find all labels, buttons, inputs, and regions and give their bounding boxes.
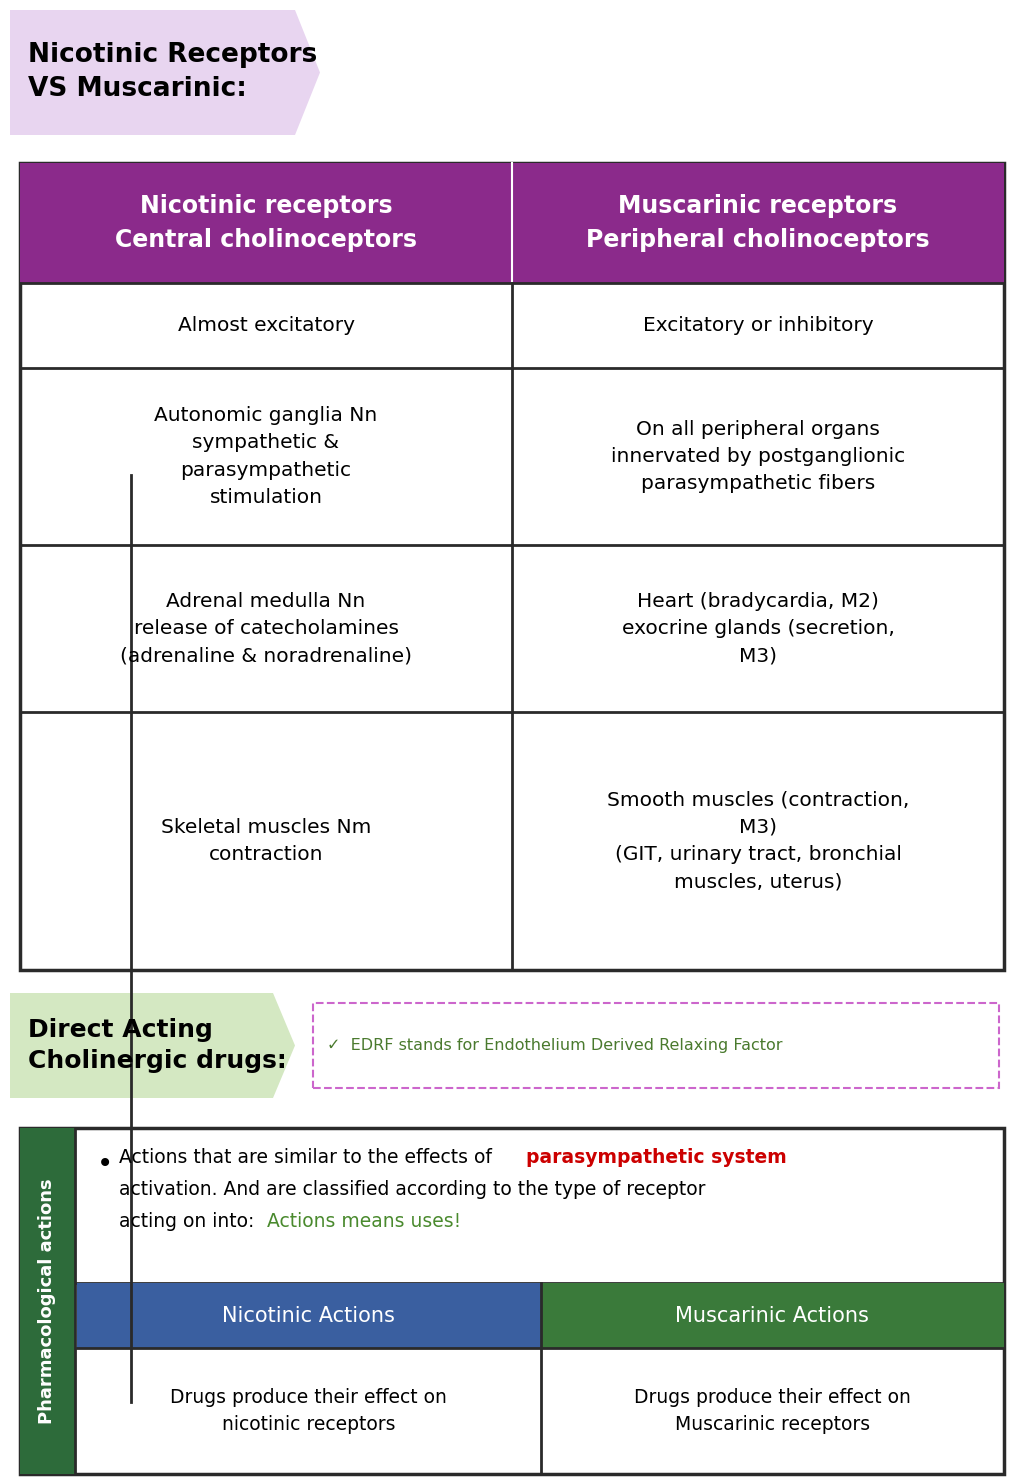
Text: Drugs produce their effect on
nicotinic receptors: Drugs produce their effect on nicotinic …: [170, 1389, 447, 1433]
Text: Pharmacological actions: Pharmacological actions: [39, 1179, 56, 1424]
Text: activation. And are classified according to the type of receptor: activation. And are classified according…: [119, 1180, 706, 1199]
Bar: [541, 1282, 1004, 1347]
FancyBboxPatch shape: [313, 1003, 999, 1089]
Text: Nicotinic receptors
Central cholinoceptors: Nicotinic receptors Central cholinocepto…: [115, 194, 417, 251]
Text: Heart (bradycardia, M2)
exocrine glands (secretion,
M3): Heart (bradycardia, M2) exocrine glands …: [622, 592, 894, 666]
Polygon shape: [10, 10, 319, 135]
Bar: [77, 1282, 541, 1347]
Text: Actions that are similar to the effects of: Actions that are similar to the effects …: [119, 1148, 498, 1167]
Text: acting on into:: acting on into:: [119, 1211, 260, 1231]
Bar: [20, 163, 1004, 282]
Text: Autonomic ganglia Nn
sympathetic &
parasympathetic
stimulation: Autonomic ganglia Nn sympathetic & paras…: [155, 407, 378, 507]
Text: •: •: [97, 1151, 114, 1177]
Text: Direct Acting
Cholinergic drugs:: Direct Acting Cholinergic drugs:: [28, 1018, 287, 1074]
Polygon shape: [10, 992, 295, 1097]
Text: Muscarinic receptors
Peripheral cholinoceptors: Muscarinic receptors Peripheral cholinoc…: [586, 194, 930, 251]
Text: Smooth muscles (contraction,
M3)
(GIT, urinary tract, bronchial
muscles, uterus): Smooth muscles (contraction, M3) (GIT, u…: [607, 791, 909, 892]
Text: Adrenal medulla Nn
release of catecholamines
(adrenaline & noradrenaline): Adrenal medulla Nn release of catecholam…: [120, 592, 412, 666]
Bar: [20, 1128, 1004, 1475]
Text: Actions means uses!: Actions means uses!: [267, 1211, 461, 1231]
Text: On all peripheral organs
innervated by postganglionic
parasympathetic fibers: On all peripheral organs innervated by p…: [611, 420, 905, 494]
Bar: [20, 1128, 75, 1475]
Text: Drugs produce their effect on
Muscarinic receptors: Drugs produce their effect on Muscarinic…: [634, 1389, 910, 1433]
Text: Almost excitatory: Almost excitatory: [177, 317, 354, 336]
Text: Muscarinic Actions: Muscarinic Actions: [675, 1306, 869, 1325]
Text: Nicotinic Receptors
VS Muscarinic:: Nicotinic Receptors VS Muscarinic:: [28, 43, 317, 102]
Text: Skeletal muscles Nm
contraction: Skeletal muscles Nm contraction: [161, 818, 371, 864]
Bar: [20, 163, 1004, 970]
Text: Nicotinic Actions: Nicotinic Actions: [222, 1306, 395, 1325]
Text: Excitatory or inhibitory: Excitatory or inhibitory: [643, 317, 873, 336]
Text: ✓  EDRF stands for Endothelium Derived Relaxing Factor: ✓ EDRF stands for Endothelium Derived Re…: [327, 1038, 782, 1053]
Text: parasympathetic system: parasympathetic system: [526, 1148, 786, 1167]
